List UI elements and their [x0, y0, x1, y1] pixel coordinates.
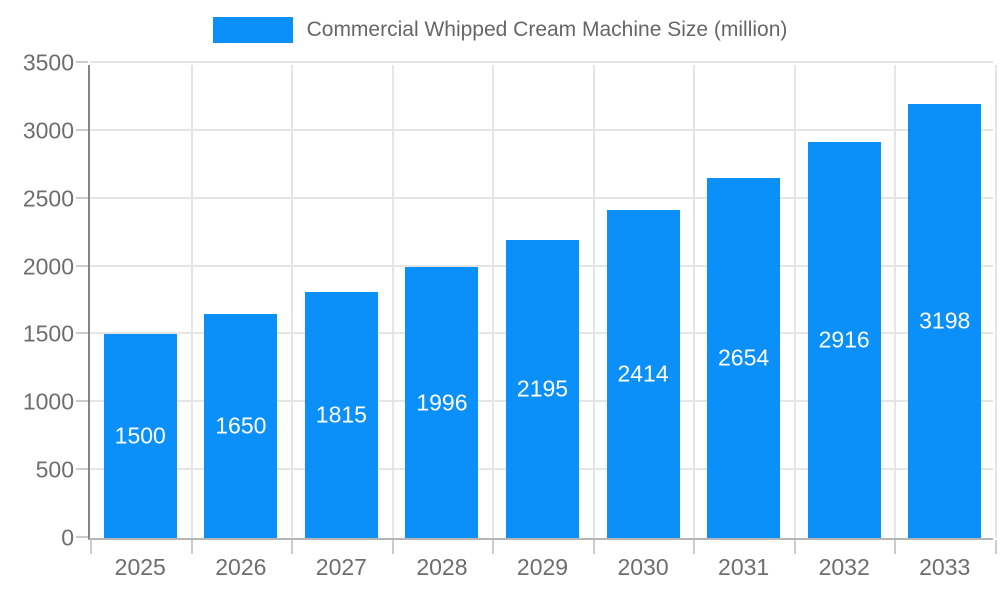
gridline-vertical [793, 65, 796, 538]
gridline-vertical [592, 65, 595, 538]
y-axis-label: 500 [35, 456, 74, 483]
bar-value-label: 3198 [919, 307, 971, 334]
y-axis-tick [76, 400, 88, 403]
legend[interactable]: Commercial Whipped Cream Machine Size (m… [0, 17, 1000, 43]
x-axis-tick [291, 540, 294, 554]
y-axis-label: 2500 [22, 185, 74, 212]
bar-value-label: 2916 [818, 326, 870, 353]
x-axis-tick [592, 540, 595, 554]
x-axis-tick [793, 540, 796, 554]
x-axis-tick [995, 540, 997, 554]
bar-2031[interactable]: 2654 [707, 177, 781, 538]
y-axis-tick [76, 264, 88, 267]
bar-value-label: 1500 [114, 422, 166, 449]
gridline-vertical [995, 65, 997, 538]
y-axis-label: 0 [61, 524, 74, 551]
x-axis-label: 2027 [315, 554, 367, 580]
x-axis-tick [90, 540, 92, 554]
y-axis-tick [76, 468, 88, 471]
gridline-horizontal [90, 128, 993, 131]
plot-area: 0 500 1000 1500 2000 2500 3000 3500 1500 2025 1650… [23, 50, 997, 580]
y-axis-label: 1000 [22, 388, 74, 415]
x-axis-tick [391, 540, 394, 554]
bar-2028[interactable]: 1996 [405, 267, 479, 538]
bar-value-label: 1650 [215, 412, 267, 439]
x-axis-tick [693, 540, 696, 554]
gridline-horizontal [90, 196, 993, 199]
y-axis-tick [76, 196, 88, 199]
gridline-vertical [190, 65, 193, 538]
x-axis-label: 2032 [818, 554, 870, 580]
bar-2030[interactable]: 2414 [606, 210, 680, 538]
bar-2026[interactable]: 1650 [204, 314, 278, 538]
bar-value-label: 2195 [516, 375, 569, 402]
bar-2025[interactable]: 1500 [103, 334, 177, 538]
x-axis-label: 2025 [114, 554, 166, 580]
x-axis-label: 2028 [416, 554, 468, 580]
legend-swatch[interactable] [212, 17, 293, 43]
x-axis-tick [894, 540, 897, 554]
bar-2029[interactable]: 2195 [506, 240, 579, 538]
x-axis-label: 2030 [617, 554, 669, 580]
x-axis-label: 2031 [718, 554, 770, 580]
y-axis-tick [76, 536, 88, 538]
gridline-vertical [291, 65, 294, 538]
gridline-vertical [693, 65, 696, 538]
y-axis-tick [76, 332, 88, 335]
bar-2033[interactable]: 3198 [908, 104, 982, 538]
gridline-vertical [894, 65, 897, 538]
y-axis-label: 2000 [22, 253, 74, 280]
bar-value-label: 1996 [416, 389, 468, 416]
gridline-horizontal [90, 61, 993, 63]
gridline-vertical [492, 65, 495, 538]
x-axis-tick [190, 540, 193, 554]
bar-value-label: 1815 [315, 401, 367, 428]
gridline-vertical [391, 65, 394, 538]
legend-label[interactable]: Commercial Whipped Cream Machine Size (m… [306, 18, 788, 41]
x-axis-label: 2033 [919, 554, 971, 580]
y-axis-label: 3500 [22, 49, 74, 76]
x-axis-tick [492, 540, 495, 554]
y-axis-label: 3000 [22, 117, 74, 144]
x-axis-label: 2026 [215, 554, 267, 580]
y-axis-tick [76, 128, 88, 131]
y-axis-label: 1500 [22, 320, 74, 347]
y-axis-tick [76, 61, 88, 63]
x-axis-label: 2029 [516, 554, 569, 580]
bar-value-label: 2414 [617, 360, 669, 387]
bar-2032[interactable]: 2916 [807, 142, 881, 538]
bar-value-label: 2654 [718, 344, 770, 371]
bar-2027[interactable]: 1815 [304, 291, 378, 538]
